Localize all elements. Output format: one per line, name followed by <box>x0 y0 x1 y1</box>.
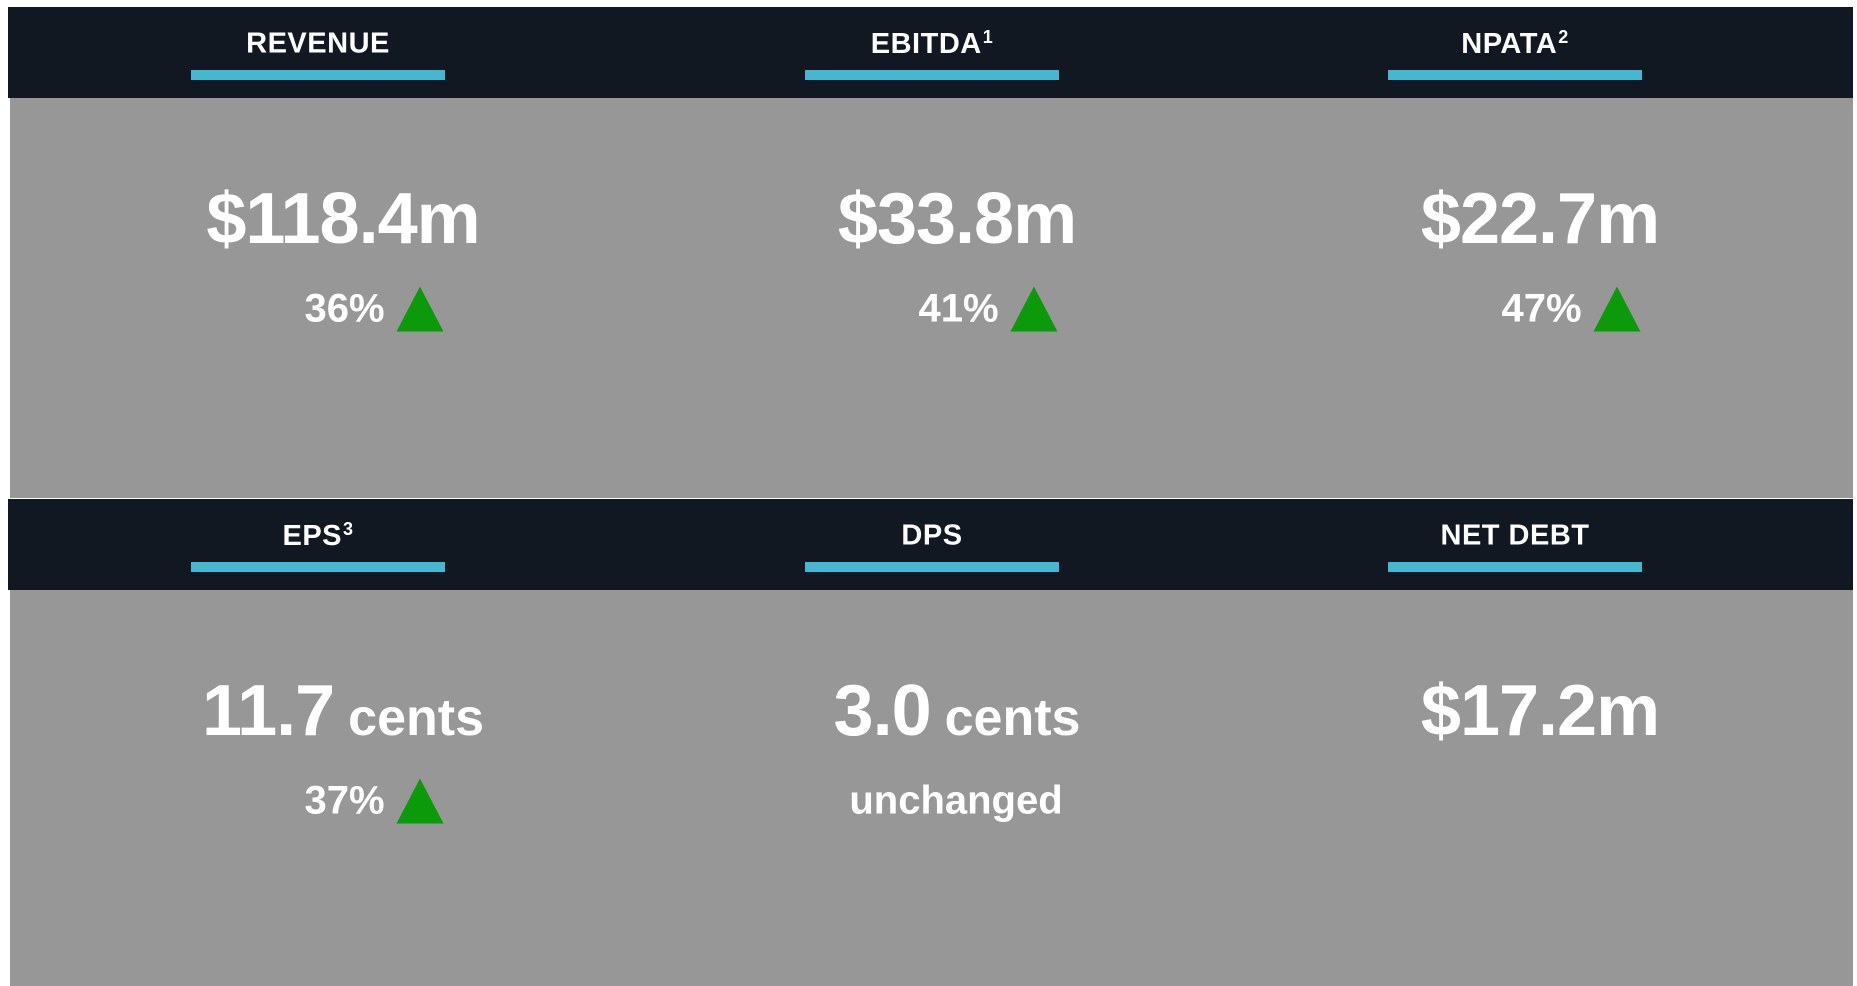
value-text: 11.7 <box>201 671 335 751</box>
up-arrow <box>1010 286 1058 332</box>
value-text: $33.8m <box>837 179 1077 259</box>
card-title: EBITDA1 <box>871 27 993 61</box>
panel <box>10 98 1853 498</box>
title-underline <box>805 70 1059 80</box>
title-text: DPS <box>901 519 963 552</box>
triangle <box>396 778 444 824</box>
header-bar <box>8 499 1853 590</box>
metric-value: $22.7m <box>1420 178 1660 260</box>
title-underline <box>191 70 445 80</box>
up-arrow <box>396 778 444 824</box>
change: 36% <box>304 286 444 332</box>
change: 41% <box>918 286 1058 332</box>
value-unit: cents <box>944 689 1081 747</box>
triangle <box>1593 286 1641 332</box>
header-bar <box>8 7 1853 98</box>
title-text: EBITDA <box>870 28 982 60</box>
change-text: 37% <box>304 778 385 823</box>
panel <box>10 590 1853 986</box>
metric-value: 11.7 cents <box>202 670 484 752</box>
title-underline <box>1388 562 1642 572</box>
metric-value: $118.4m <box>206 178 480 260</box>
value-text: $22.7m <box>1420 179 1660 259</box>
change: unchanged <box>849 779 1062 824</box>
metric-value: $33.8m <box>837 178 1077 260</box>
up-arrow <box>396 286 444 332</box>
card-title: REVENUE <box>246 28 390 61</box>
title-underline <box>1388 70 1642 80</box>
change-text: 36% <box>304 286 385 331</box>
metric-value: 3.0 cents <box>834 670 1081 752</box>
title-text: REVENUE <box>246 27 390 60</box>
change-text: 41% <box>918 286 999 331</box>
footnote-mark: 3 <box>343 519 354 539</box>
value-text: 3.0 <box>833 671 932 751</box>
footnote-mark: 2 <box>1558 27 1569 47</box>
value-unit: cents <box>348 689 485 747</box>
triangle <box>1010 286 1058 332</box>
card-title: EPS3 <box>282 519 353 553</box>
change: 37% <box>304 778 444 824</box>
change-text: unchanged <box>849 778 1063 823</box>
title-underline <box>191 562 445 572</box>
title-text: EPS <box>282 520 343 552</box>
change: 47% <box>1501 286 1641 332</box>
card-title: NPATA2 <box>1461 27 1568 61</box>
title-underline <box>805 562 1059 572</box>
change-text: 47% <box>1501 286 1582 331</box>
triangle <box>396 286 444 332</box>
up-arrow <box>1593 286 1641 332</box>
value-text: $17.2m <box>1420 671 1660 751</box>
card-title: NET DEBT <box>1441 520 1590 553</box>
metric-value: $17.2m <box>1420 670 1660 752</box>
footnote-mark: 1 <box>982 27 994 47</box>
title-text: NPATA <box>1461 28 1558 60</box>
card-title: DPS <box>901 520 962 553</box>
title-text: NET DEBT <box>1440 519 1590 552</box>
value-text: $118.4m <box>206 179 480 259</box>
